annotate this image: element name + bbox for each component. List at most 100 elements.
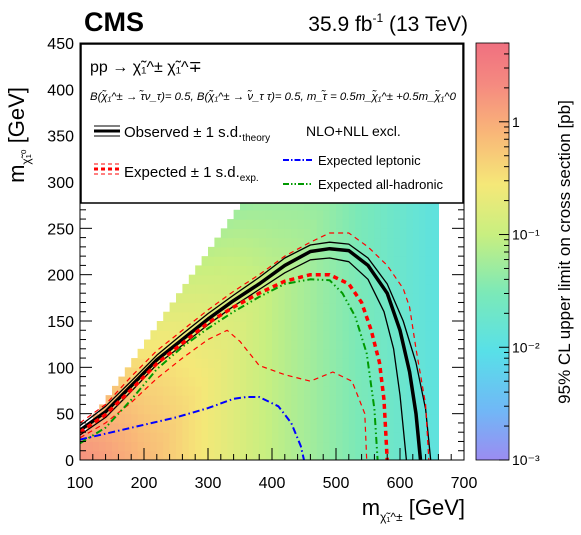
heatmap-cell	[291, 432, 299, 443]
heatmap-cell	[195, 302, 203, 313]
heatmap-cell	[124, 367, 132, 378]
heatmap-cell	[355, 339, 363, 350]
heatmap-cell	[387, 413, 395, 424]
heatmap-cell	[201, 385, 209, 396]
svg-text:Expected leptonic: Expected leptonic	[318, 153, 421, 168]
heatmap-cell	[80, 432, 87, 443]
heatmap-cell	[342, 450, 350, 460]
heatmap-cell	[265, 367, 273, 378]
heatmap-cell	[188, 339, 196, 350]
heatmap-cell	[432, 209, 439, 220]
heatmap-cell	[169, 450, 177, 460]
heatmap-cell	[412, 339, 420, 350]
heatmap-cell	[259, 237, 267, 248]
heatmap-cell	[400, 246, 407, 257]
heatmap-cell	[214, 321, 222, 331]
heatmap-cell	[208, 265, 215, 276]
heatmap-cell	[387, 432, 395, 443]
heatmap-cell	[284, 274, 292, 285]
heatmap-cell	[419, 246, 427, 257]
heatmap-cell	[329, 321, 337, 331]
heatmap-cell	[387, 256, 395, 266]
heatmap-cell	[304, 404, 311, 415]
heatmap-cell	[425, 228, 433, 239]
heatmap-cell	[284, 283, 292, 294]
heatmap-cell	[278, 237, 286, 248]
heatmap-cell	[99, 422, 107, 433]
heatmap-cell	[432, 413, 439, 424]
heatmap-cell	[425, 348, 433, 359]
heatmap-cell	[220, 404, 228, 415]
heatmap-cell	[246, 302, 254, 313]
heatmap-cell	[272, 395, 279, 405]
heatmap-cell	[169, 339, 177, 350]
heatmap-cell	[368, 283, 375, 294]
heatmap-cell	[240, 265, 247, 276]
heatmap-cell	[348, 321, 356, 331]
heatmap-cell	[419, 422, 427, 433]
heatmap-cell	[265, 432, 273, 443]
heatmap-cell	[150, 432, 158, 443]
heatmap-cell	[195, 450, 203, 460]
heatmap-cell	[336, 450, 343, 460]
heatmap-cell	[150, 404, 158, 415]
heatmap-cell	[291, 422, 299, 433]
heatmap-cell	[291, 376, 299, 387]
heatmap-cell	[99, 441, 107, 452]
heatmap-cell	[406, 321, 414, 331]
heatmap-cell	[348, 395, 356, 405]
heatmap-cell	[316, 422, 324, 433]
heatmap-cell	[355, 209, 363, 220]
heatmap-cell	[233, 256, 241, 266]
heatmap-cell	[227, 441, 235, 452]
x-tick-label: 700	[451, 475, 478, 492]
heatmap-cell	[316, 358, 324, 368]
heatmap-cell	[419, 450, 427, 460]
heatmap-cell	[137, 404, 145, 415]
heatmap-cell	[240, 274, 247, 285]
heatmap-cell	[400, 450, 407, 460]
heatmap-cell	[412, 395, 420, 405]
heatmap-cell	[195, 367, 203, 378]
heatmap-cell	[278, 302, 286, 313]
heatmap-cell	[400, 348, 407, 359]
y-tick-label: 100	[47, 360, 74, 377]
heatmap-cell	[272, 302, 279, 313]
heatmap-cell	[252, 441, 260, 452]
heatmap-cell	[278, 422, 286, 433]
heatmap-cell	[176, 413, 183, 424]
heatmap-cell	[412, 200, 420, 211]
heatmap-cell	[118, 450, 126, 460]
heatmap-cell	[240, 228, 247, 239]
heatmap-cell	[259, 358, 267, 368]
heatmap-cell	[329, 256, 337, 266]
heatmap-cell	[387, 219, 395, 229]
heatmap-cell	[336, 385, 343, 396]
heatmap-cell	[329, 422, 337, 433]
heatmap-cell	[182, 395, 190, 405]
heatmap-cell	[406, 293, 414, 304]
xsec-note: NLO+NLL excl.	[306, 123, 401, 139]
heatmap-cell	[265, 321, 273, 331]
heatmap-cell	[214, 450, 222, 460]
heatmap-cell	[201, 404, 209, 415]
heatmap-cell	[310, 367, 318, 378]
heatmap-cell	[201, 348, 209, 359]
heatmap-cell	[182, 385, 190, 396]
heatmap-cell	[336, 395, 343, 405]
heatmap-cell	[163, 422, 171, 433]
heatmap-cell	[329, 441, 337, 452]
heatmap-cell	[336, 321, 343, 331]
heatmap-cell	[412, 302, 420, 313]
heatmap-cell	[272, 228, 279, 239]
heatmap-cell	[419, 395, 427, 405]
heatmap-cell	[387, 321, 395, 331]
heatmap-cell	[355, 293, 363, 304]
heatmap-cell	[406, 358, 414, 368]
heatmap-cell	[304, 228, 311, 239]
heatmap-cell	[86, 441, 94, 452]
heatmap-cell	[220, 413, 228, 424]
heatmap-cell	[240, 209, 247, 220]
heatmap-cell	[272, 376, 279, 387]
heatmap-cell	[188, 283, 196, 294]
